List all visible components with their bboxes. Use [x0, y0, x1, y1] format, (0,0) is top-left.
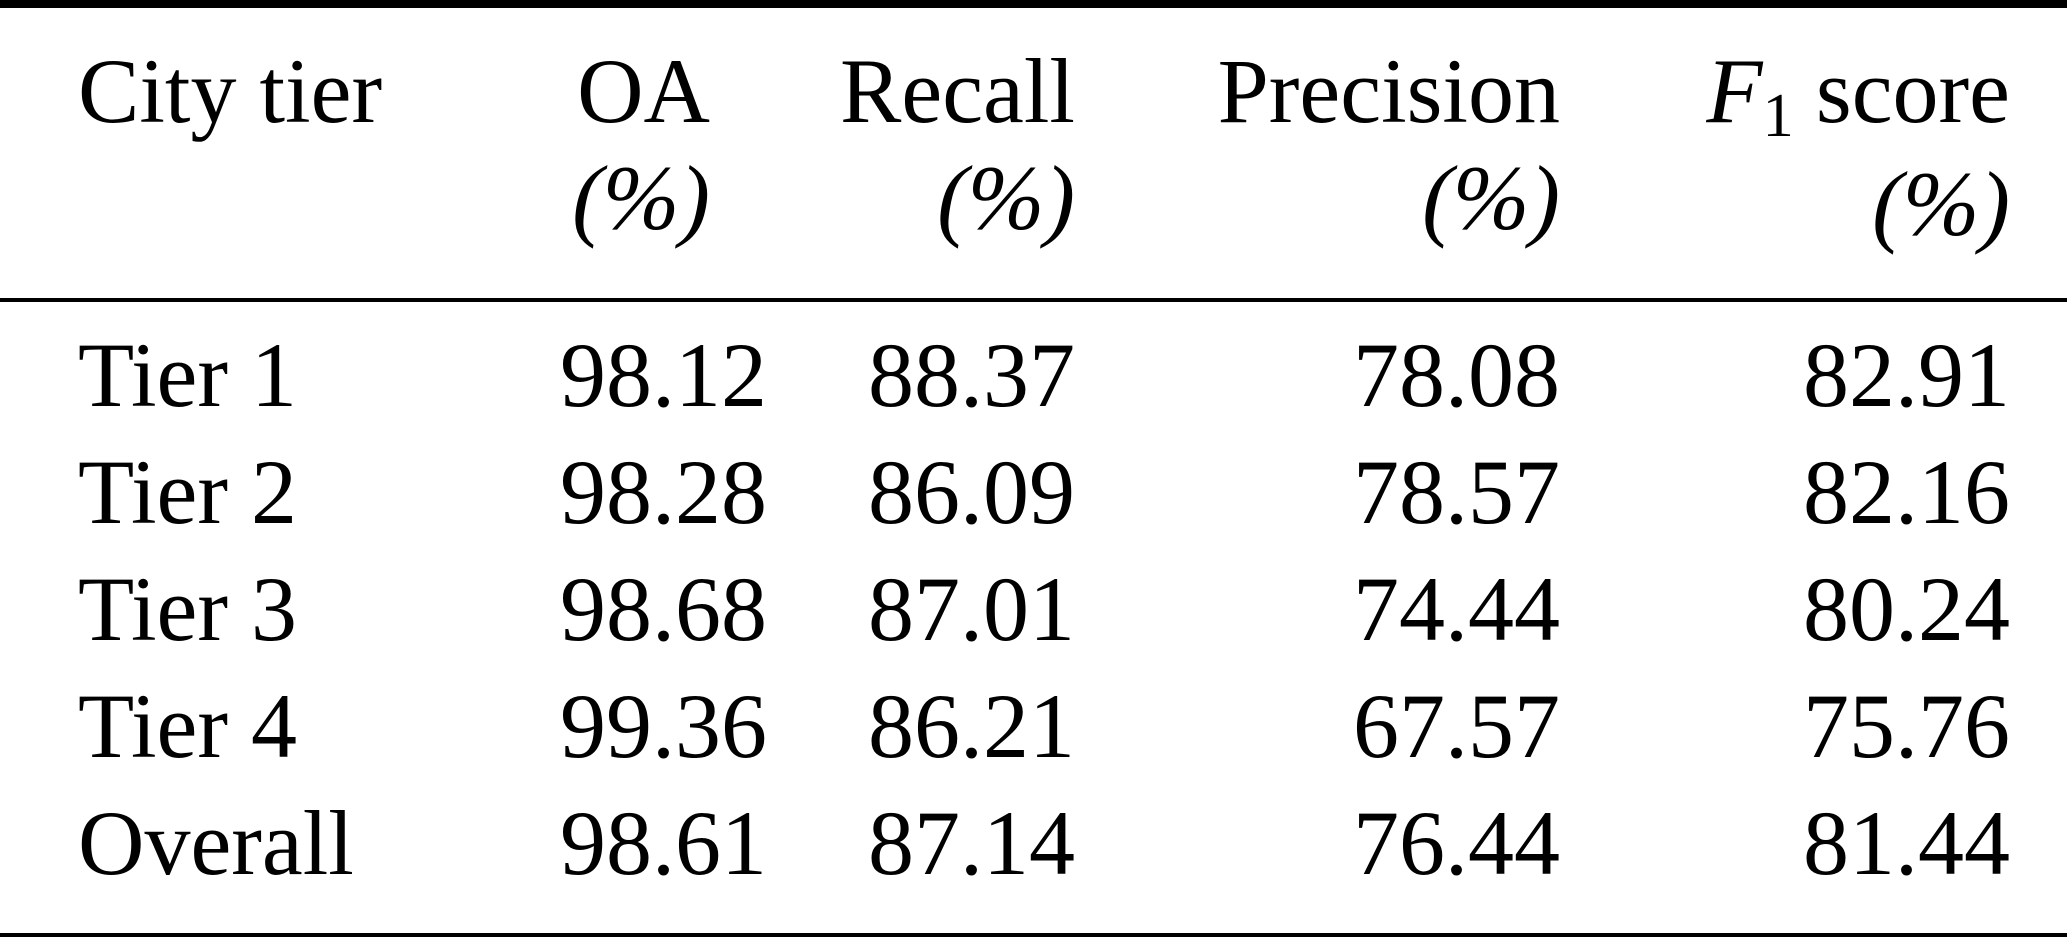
cell-f1-score: 82.91	[1803, 323, 2010, 426]
cell-precision: 76.44	[1353, 791, 1560, 894]
cell-city-tier: Tier 1	[78, 323, 297, 426]
cell-precision: 67.57	[1353, 674, 1560, 777]
cell-f1-score: 75.76	[1803, 674, 2010, 777]
header-f1-score: F1 score (%)	[1560, 4, 2067, 303]
cell-f1-score: 80.24	[1803, 557, 2010, 660]
cell-city-tier: Tier 3	[78, 557, 297, 660]
table-row-tier-4: Tier 4 99.36 86.21 67.57 75.76	[0, 667, 2067, 784]
header-precision-unit: (%)	[1422, 146, 1560, 249]
table-row-tier-2: Tier 2 98.28 86.09 78.57 82.16	[0, 433, 2067, 550]
cell-precision: 78.08	[1353, 323, 1560, 426]
cell-f1-score: 82.16	[1803, 440, 2010, 543]
header-city-tier-label: City tier	[78, 40, 383, 142]
cell-precision: 74.44	[1353, 557, 1560, 660]
f1-letter: F	[1706, 40, 1763, 142]
header-recall: Recall (%)	[710, 4, 1075, 303]
cell-oa: 99.36	[560, 674, 767, 777]
cell-city-tier: Overall	[78, 791, 354, 894]
table-row-overall: Overall 98.61 87.14 76.44 81.44	[0, 784, 2067, 937]
table-row-tier-3: Tier 3 98.68 87.01 74.44 80.24	[0, 550, 2067, 667]
header-precision-label: Precision	[1217, 40, 1560, 142]
f1-subscript: 1	[1762, 79, 1794, 150]
header-recall-label: Recall	[840, 40, 1075, 142]
cell-recall: 87.01	[868, 557, 1075, 660]
cell-city-tier: Tier 4	[78, 674, 297, 777]
header-city-tier: City tier	[0, 4, 560, 303]
cell-oa: 98.12	[560, 323, 767, 426]
cell-precision: 78.57	[1353, 440, 1560, 543]
table-body: Tier 1 98.12 88.37 78.08 82.91 Tier 2 98…	[0, 300, 2067, 937]
cell-recall: 88.37	[868, 323, 1075, 426]
table-header: City tier OA (%) Recall (%) Precision (%…	[0, 4, 2067, 303]
cell-recall: 86.09	[868, 440, 1075, 543]
header-oa-unit: (%)	[572, 146, 710, 249]
header-row: City tier OA (%) Recall (%) Precision (%…	[0, 4, 2067, 303]
cell-city-tier: Tier 2	[78, 440, 297, 543]
table-row-tier-1: Tier 1 98.12 88.37 78.08 82.91	[0, 300, 2067, 433]
cell-oa: 98.61	[560, 791, 767, 894]
header-precision: Precision (%)	[1075, 4, 1560, 303]
header-oa: OA (%)	[560, 4, 710, 303]
cell-oa: 98.68	[560, 557, 767, 660]
header-f1-unit: (%)	[1872, 153, 2010, 256]
header-f1-label: F1 score	[1560, 38, 2010, 151]
cell-f1-score: 81.44	[1803, 791, 2010, 894]
cell-recall: 87.14	[868, 791, 1075, 894]
cell-recall: 86.21	[868, 674, 1075, 777]
header-oa-label: OA	[577, 40, 710, 142]
header-recall-unit: (%)	[937, 146, 1075, 249]
cell-oa: 98.28	[560, 440, 767, 543]
f1-score-word: score	[1815, 40, 2010, 142]
